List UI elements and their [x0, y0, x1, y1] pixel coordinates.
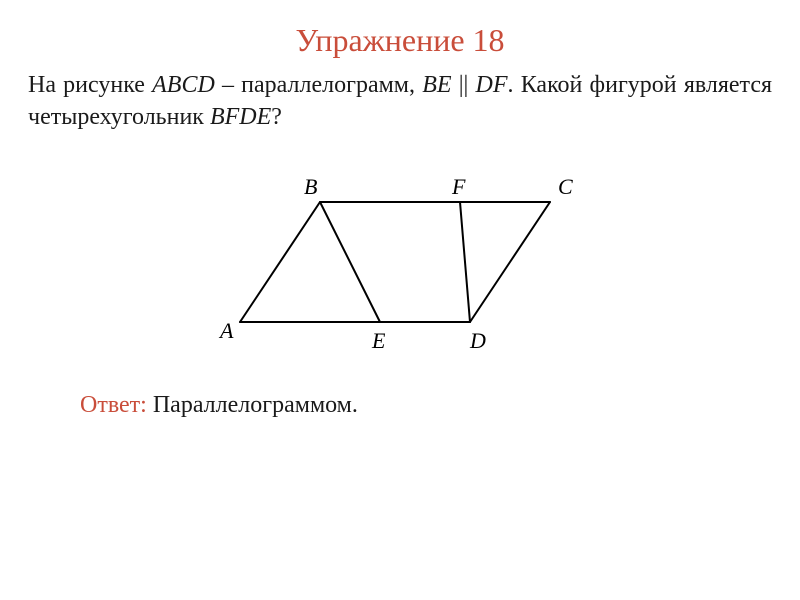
svg-text:C: C	[558, 174, 573, 199]
figure-container: A B C D E F	[0, 162, 800, 362]
problem-mid1: – параллелограмм,	[215, 72, 422, 98]
be-label: BE	[422, 72, 451, 98]
exercise-title: Упражнение 18	[0, 0, 800, 69]
answer-line: Ответ: Параллелограммом.	[0, 392, 800, 419]
answer-text: Параллелограммом.	[147, 392, 358, 418]
svg-text:B: B	[304, 174, 317, 199]
parallelogram-figure: A B C D E F	[210, 162, 590, 362]
bfde-label: BFDE	[210, 104, 271, 130]
df-label: DF	[476, 72, 508, 98]
problem-pre: На рисунке	[28, 72, 152, 98]
svg-text:A: A	[218, 318, 234, 343]
svg-text:E: E	[371, 328, 386, 353]
problem-end: ?	[271, 104, 282, 130]
abcd-label: ABCD	[152, 72, 215, 98]
svg-text:F: F	[451, 174, 466, 199]
problem-text: На рисунке ABCD – параллелограмм, BE || …	[0, 69, 800, 134]
svg-text:D: D	[469, 328, 486, 353]
answer-label: Ответ:	[80, 392, 147, 418]
parallel-symbol: ||	[452, 72, 476, 98]
